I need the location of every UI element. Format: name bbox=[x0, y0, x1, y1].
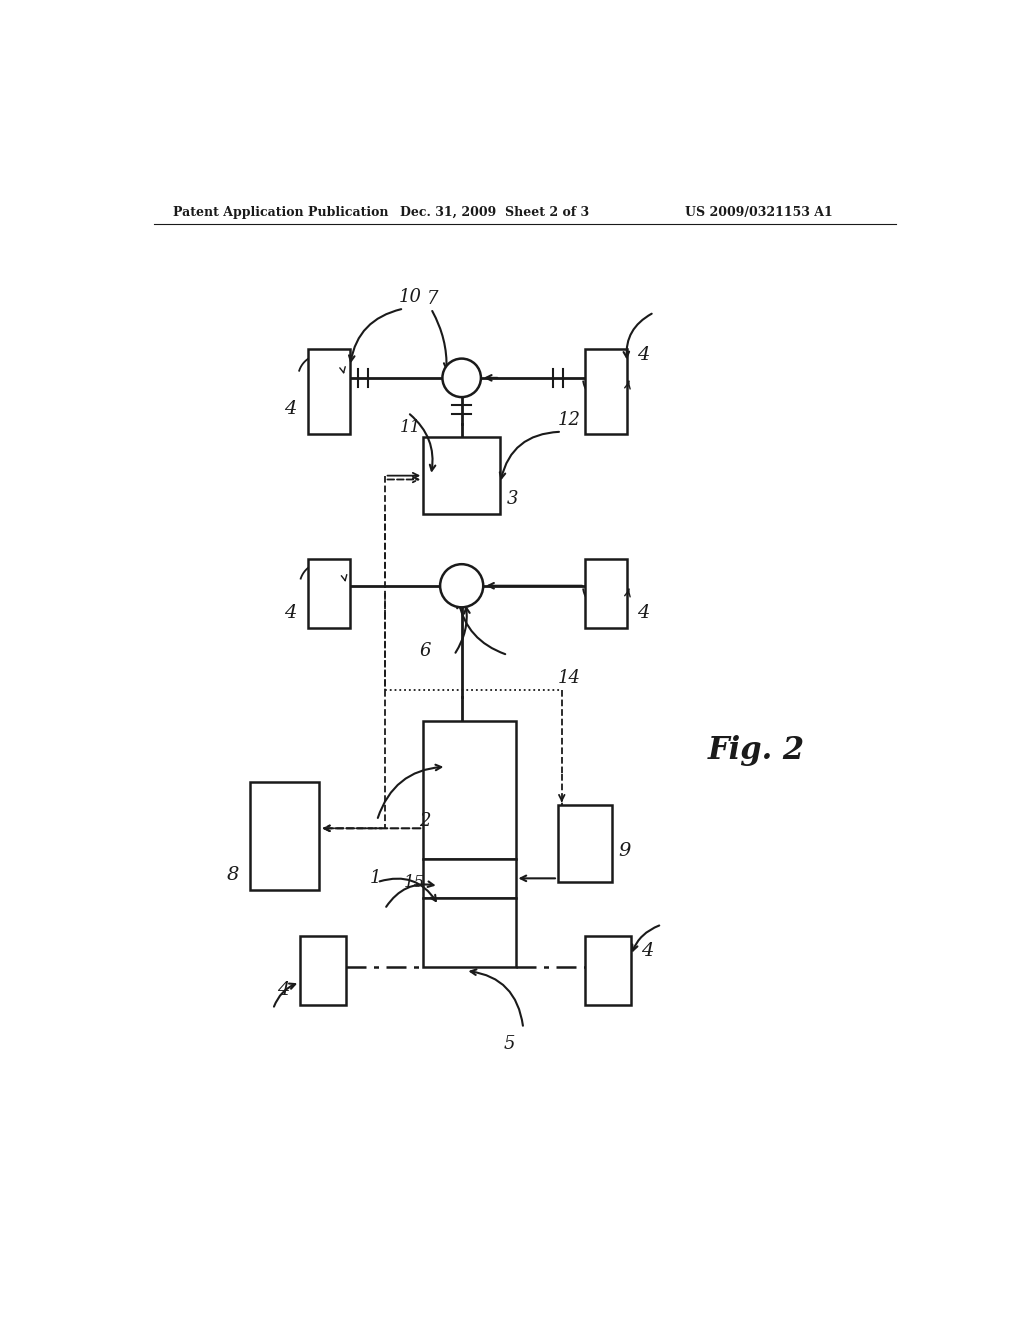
Text: 3: 3 bbox=[506, 490, 518, 508]
Bar bbox=[307, 350, 350, 434]
Bar bbox=[558, 805, 611, 882]
Bar bbox=[423, 437, 500, 515]
Text: 4: 4 bbox=[285, 400, 297, 417]
Text: US 2009/0321153 A1: US 2009/0321153 A1 bbox=[685, 206, 833, 219]
Text: Dec. 31, 2009  Sheet 2 of 3: Dec. 31, 2009 Sheet 2 of 3 bbox=[400, 206, 589, 219]
Text: 8: 8 bbox=[226, 866, 240, 883]
Text: 4: 4 bbox=[285, 603, 297, 622]
Text: 6: 6 bbox=[419, 643, 431, 660]
Text: 10: 10 bbox=[398, 288, 422, 306]
Bar bbox=[423, 898, 515, 966]
Circle shape bbox=[440, 564, 483, 607]
Text: 4: 4 bbox=[641, 942, 653, 961]
Bar bbox=[585, 558, 628, 628]
Text: 11: 11 bbox=[400, 420, 421, 437]
Bar bbox=[250, 781, 319, 890]
Circle shape bbox=[442, 359, 481, 397]
Bar bbox=[585, 936, 631, 1006]
Text: 4: 4 bbox=[276, 981, 289, 999]
Text: 7: 7 bbox=[427, 290, 438, 309]
Bar bbox=[300, 936, 346, 1006]
Text: 2: 2 bbox=[419, 812, 431, 829]
Text: 14: 14 bbox=[558, 669, 581, 688]
Text: 4: 4 bbox=[637, 346, 649, 364]
Bar bbox=[423, 859, 515, 898]
Text: 12: 12 bbox=[558, 412, 581, 429]
Text: 15: 15 bbox=[403, 874, 425, 891]
Text: 1: 1 bbox=[370, 870, 381, 887]
Text: Fig. 2: Fig. 2 bbox=[708, 735, 805, 766]
Bar bbox=[423, 721, 515, 859]
Text: 9: 9 bbox=[617, 842, 631, 861]
Text: Patent Application Publication: Patent Application Publication bbox=[173, 206, 388, 219]
Bar bbox=[307, 558, 350, 628]
Bar bbox=[585, 350, 628, 434]
Text: 4: 4 bbox=[637, 603, 649, 622]
Text: 5: 5 bbox=[504, 1035, 515, 1053]
